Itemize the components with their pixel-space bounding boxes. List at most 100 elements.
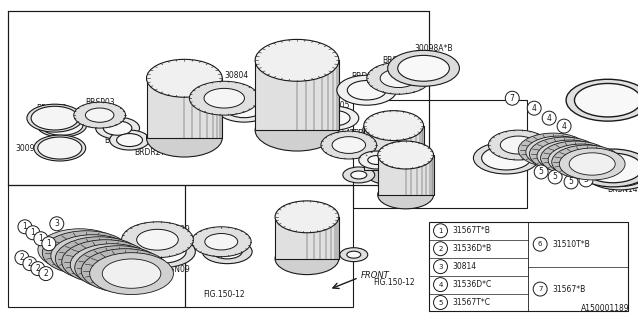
- Ellipse shape: [204, 88, 244, 108]
- Text: 5: 5: [584, 175, 588, 184]
- Text: 1: 1: [22, 222, 28, 231]
- Circle shape: [533, 282, 547, 296]
- Ellipse shape: [575, 84, 640, 117]
- Bar: [353, 100, 527, 208]
- Ellipse shape: [359, 151, 395, 169]
- Circle shape: [31, 262, 45, 276]
- Circle shape: [569, 163, 583, 177]
- Circle shape: [433, 242, 447, 256]
- Ellipse shape: [317, 110, 350, 126]
- Text: 31567T*C: 31567T*C: [452, 298, 490, 307]
- Text: BRSN14: BRSN14: [607, 185, 638, 194]
- Ellipse shape: [81, 249, 169, 292]
- Ellipse shape: [358, 137, 390, 153]
- Ellipse shape: [225, 99, 263, 118]
- Ellipse shape: [212, 244, 242, 259]
- Ellipse shape: [51, 235, 109, 264]
- Ellipse shape: [367, 62, 431, 94]
- Ellipse shape: [255, 109, 339, 151]
- Ellipse shape: [518, 133, 588, 167]
- Ellipse shape: [545, 145, 584, 163]
- Text: FRONT: FRONT: [361, 271, 390, 280]
- Ellipse shape: [556, 149, 595, 167]
- Ellipse shape: [147, 119, 222, 157]
- Text: 5: 5: [539, 167, 543, 176]
- Text: BRDR05: BRDR05: [318, 101, 349, 110]
- Ellipse shape: [51, 235, 134, 276]
- Ellipse shape: [364, 111, 424, 140]
- Text: 31643T: 31643T: [178, 72, 207, 81]
- Text: 30098B*B: 30098B*B: [594, 84, 632, 93]
- Ellipse shape: [37, 113, 86, 137]
- Text: 30814: 30814: [452, 262, 477, 271]
- Ellipse shape: [474, 142, 539, 174]
- Text: 1: 1: [38, 234, 44, 243]
- Polygon shape: [378, 155, 433, 195]
- Text: 1: 1: [31, 228, 35, 237]
- Ellipse shape: [38, 137, 82, 159]
- Ellipse shape: [526, 136, 591, 168]
- Ellipse shape: [109, 130, 150, 150]
- Circle shape: [34, 232, 48, 246]
- Circle shape: [23, 257, 37, 271]
- Ellipse shape: [38, 229, 122, 271]
- Ellipse shape: [90, 253, 173, 294]
- Text: 6: 6: [573, 165, 579, 174]
- Ellipse shape: [337, 75, 397, 105]
- Circle shape: [42, 237, 56, 251]
- Ellipse shape: [332, 137, 365, 153]
- Circle shape: [579, 173, 593, 187]
- Text: 31567T*B: 31567T*B: [452, 226, 490, 235]
- Text: 3: 3: [54, 219, 60, 228]
- Ellipse shape: [547, 145, 593, 167]
- Bar: [8, 185, 186, 308]
- Text: 4: 4: [438, 282, 443, 288]
- Ellipse shape: [397, 55, 449, 81]
- Ellipse shape: [537, 140, 603, 172]
- Ellipse shape: [27, 104, 83, 132]
- Text: BRSP07: BRSP07: [382, 56, 412, 65]
- Ellipse shape: [275, 243, 339, 275]
- Text: BRDR27: BRDR27: [104, 136, 135, 145]
- Text: 31511: 31511: [287, 68, 311, 77]
- Ellipse shape: [559, 148, 625, 180]
- Text: BRSP03: BRSP03: [85, 98, 115, 107]
- Text: BRSN09: BRSN09: [159, 265, 190, 274]
- Circle shape: [18, 220, 32, 234]
- Ellipse shape: [70, 244, 154, 285]
- Text: FIG.150-12: FIG.150-12: [204, 290, 245, 299]
- Polygon shape: [275, 217, 339, 259]
- Bar: [429, 222, 628, 311]
- Text: BRDR17: BRDR17: [239, 92, 270, 101]
- Circle shape: [15, 251, 29, 265]
- Circle shape: [534, 165, 548, 179]
- Ellipse shape: [584, 153, 640, 183]
- Ellipse shape: [488, 130, 548, 160]
- Text: 1: 1: [438, 228, 443, 234]
- Ellipse shape: [541, 141, 611, 175]
- Ellipse shape: [137, 229, 179, 250]
- Ellipse shape: [558, 149, 604, 171]
- Ellipse shape: [74, 102, 125, 128]
- Ellipse shape: [371, 121, 407, 139]
- Ellipse shape: [348, 81, 386, 100]
- Ellipse shape: [575, 149, 640, 187]
- Text: 4: 4: [532, 104, 536, 113]
- Text: 5: 5: [438, 300, 443, 306]
- Ellipse shape: [529, 137, 599, 171]
- Text: 5: 5: [553, 172, 557, 181]
- Circle shape: [433, 278, 447, 292]
- Ellipse shape: [85, 108, 114, 122]
- Ellipse shape: [62, 241, 110, 265]
- Ellipse shape: [95, 256, 143, 280]
- Ellipse shape: [81, 250, 130, 274]
- Circle shape: [564, 175, 578, 189]
- Ellipse shape: [40, 115, 83, 135]
- Ellipse shape: [309, 106, 359, 130]
- Ellipse shape: [388, 50, 460, 86]
- Polygon shape: [255, 60, 339, 130]
- Ellipse shape: [568, 153, 606, 171]
- Text: BRDR27: BRDR27: [134, 148, 165, 156]
- Text: 4: 4: [547, 114, 552, 123]
- Ellipse shape: [482, 146, 531, 170]
